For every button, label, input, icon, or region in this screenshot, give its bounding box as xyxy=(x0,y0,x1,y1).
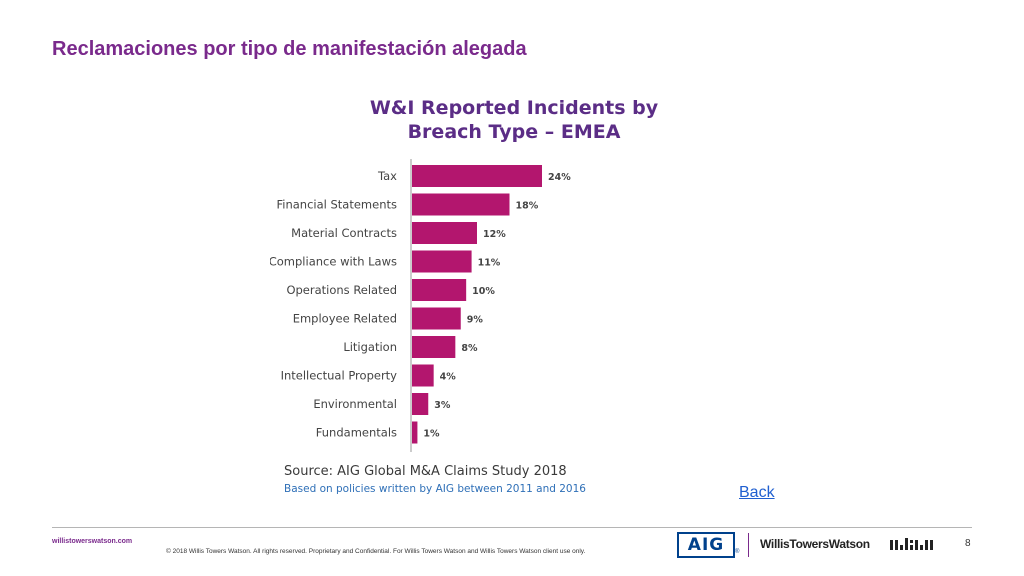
chart-source-note: Based on policies written by AIG between… xyxy=(284,483,586,495)
chart-title: W&I Reported Incidents by Breach Type – … xyxy=(364,96,664,144)
aig-logo: AIG xyxy=(677,532,735,558)
back-link[interactable]: Back xyxy=(739,484,775,501)
bar xyxy=(412,393,429,415)
bar xyxy=(412,250,472,273)
page-number: 8 xyxy=(965,538,971,549)
chart-source: Source: AIG Global M&A Claims Study 2018 xyxy=(284,464,567,479)
bar xyxy=(412,364,434,387)
category-label: Environmental xyxy=(313,397,397,411)
footer-divider xyxy=(52,527,972,528)
category-label: Tax xyxy=(377,169,397,183)
logo-divider xyxy=(748,533,749,557)
data-label: 24% xyxy=(548,172,571,183)
category-label: Financial Statements xyxy=(276,198,397,212)
bar xyxy=(412,193,510,216)
data-label: 18% xyxy=(516,201,539,212)
category-label: Litigation xyxy=(343,340,397,354)
slide-title: Reclamaciones por tipo de manifestación … xyxy=(52,38,527,60)
bar xyxy=(412,307,461,330)
bar xyxy=(412,421,418,444)
category-label: Fundamentals xyxy=(316,426,397,440)
data-label: 9% xyxy=(467,315,484,326)
category-label: Compliance with Laws xyxy=(270,255,397,269)
footer-url: willistowerswatson.com xyxy=(52,538,133,545)
category-label: Operations Related xyxy=(286,283,397,297)
copyright-notice: © 2018 Willis Towers Watson. All rights … xyxy=(166,548,586,555)
willis-towers-watson-logo: WillisTowersWatson xyxy=(760,537,870,551)
wtw-brand-mark-icon xyxy=(890,538,933,550)
data-label: 3% xyxy=(434,400,451,411)
breach-type-bar-chart: Tax 24% Financial Statements 18% Material Co… xyxy=(270,159,571,452)
data-label: 1% xyxy=(423,429,440,440)
bar xyxy=(412,279,467,301)
bar xyxy=(412,336,456,358)
data-label: 12% xyxy=(483,229,506,240)
data-label: 4% xyxy=(440,372,457,383)
bar xyxy=(412,165,542,187)
bar xyxy=(412,222,477,244)
category-label: Material Contracts xyxy=(291,226,397,240)
chart-title-line-2: Breach Type – EMEA xyxy=(407,121,621,143)
category-label: Employee Related xyxy=(293,312,397,326)
data-label: 11% xyxy=(478,258,501,269)
data-label: 10% xyxy=(472,286,495,297)
chart-title-line-1: W&I Reported Incidents by xyxy=(369,97,659,119)
aig-registered-mark: ® xyxy=(735,549,740,555)
data-label: 8% xyxy=(461,343,478,354)
category-label: Intellectual Property xyxy=(281,369,398,383)
